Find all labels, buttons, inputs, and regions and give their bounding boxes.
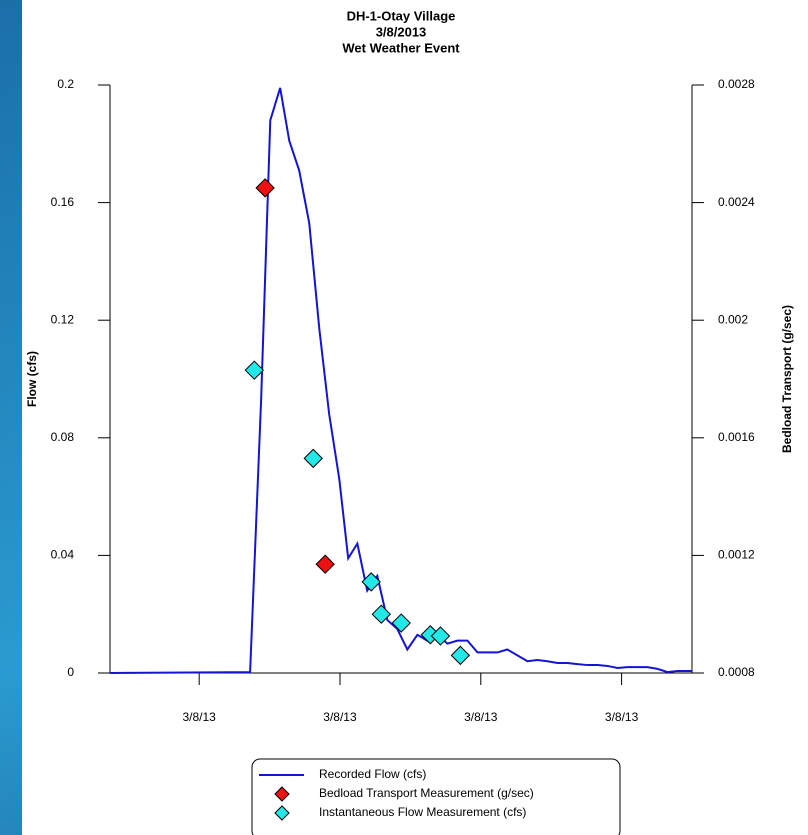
point [450,645,471,666]
y2-tick-label: 0.002 [718,312,748,326]
point [315,554,335,574]
chart-title: DH-1-Otay Village [347,8,456,23]
point [391,613,411,633]
point [303,448,323,469]
y-tick-label: 0.12 [51,312,75,326]
chart-title: Wet Weather Event [342,40,460,55]
y2-tick-label: 0.0008 [718,665,755,679]
y-tick-label: 0 [67,665,74,679]
y-tick-label: 0.2 [57,77,74,91]
y2-axis-title: Bedload Transport (g/sec) [780,305,794,453]
point [430,626,451,646]
x-tick-label: 3/8/13 [182,710,216,724]
y2-tick-label: 0.0024 [718,195,755,209]
y-tick-label: 0.04 [51,548,75,562]
x-tick-label: 3/8/13 [605,710,639,724]
legend-swatch [274,786,290,802]
chart-title: 3/8/2013 [376,24,427,39]
point [361,572,381,592]
point [255,178,275,198]
x-tick-label: 3/8/13 [464,710,498,724]
y2-tick-label: 0.0016 [718,430,755,444]
flow-line [109,87,692,674]
point [244,360,265,380]
legend-label: Bedload Transport Measurement (g/sec) [319,786,534,800]
y-tick-label: 0.16 [51,195,75,209]
x-tick-label: 3/8/13 [323,710,357,724]
y2-tick-label: 0.0012 [718,548,755,562]
legend-swatch [274,805,290,821]
legend-box [251,758,621,835]
y-tick-label: 0.08 [51,430,75,444]
legend-label: Instantaneous Flow Measurement (cfs) [319,805,526,819]
point [371,604,391,624]
legend-label: Recorded Flow (cfs) [319,767,426,781]
chart-panel [22,0,808,835]
y2-tick-label: 0.0028 [718,77,755,91]
y-axis-title: Flow (cfs) [25,351,39,407]
